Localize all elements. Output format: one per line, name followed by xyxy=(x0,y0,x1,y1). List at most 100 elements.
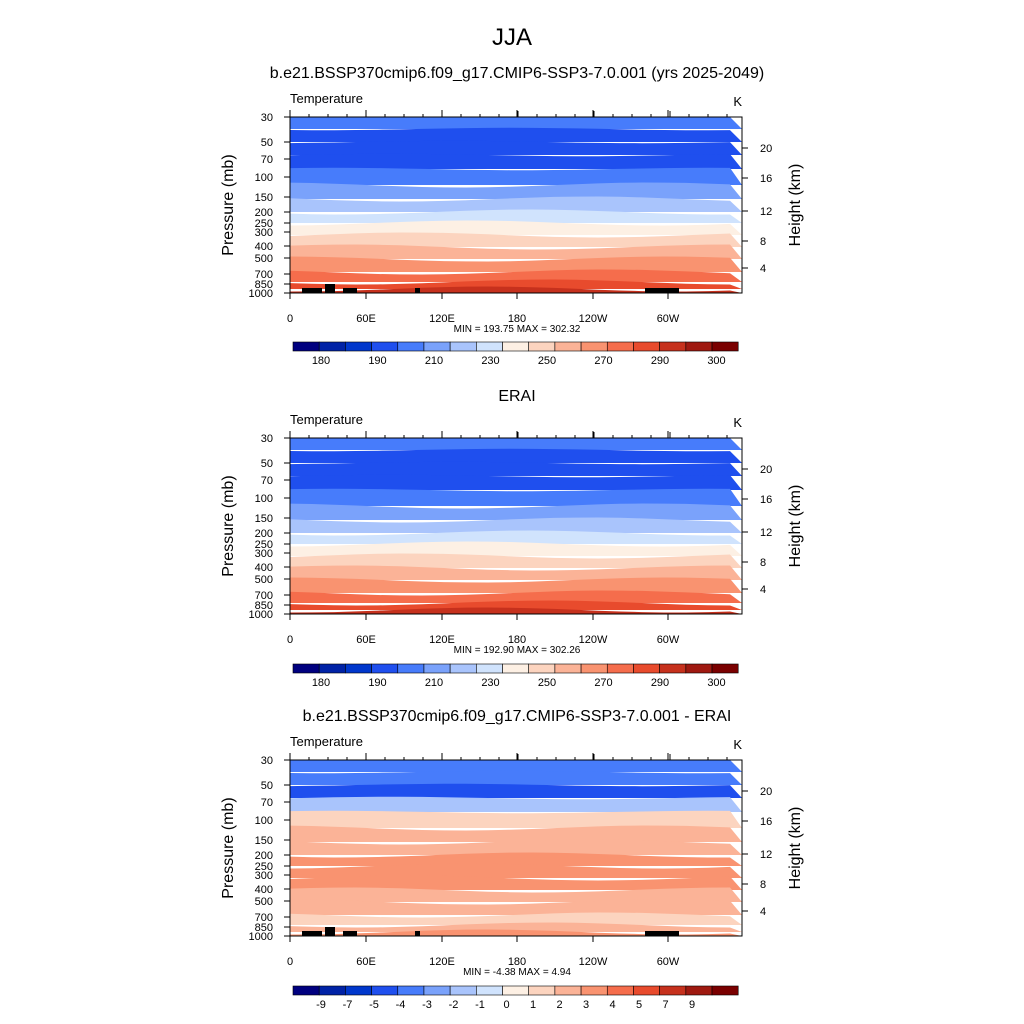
panel-title: b.e21.BSSP370cmip6.f09_g17.CMIP6-SSP3-7.… xyxy=(303,708,732,725)
pressure-tick-label: 70 xyxy=(261,797,273,809)
height-tick-label: 12 xyxy=(760,849,772,861)
contour-band xyxy=(290,488,742,506)
contour-band xyxy=(290,127,742,142)
contour-band xyxy=(290,153,742,169)
contour-band xyxy=(290,461,742,476)
contour-band xyxy=(290,922,742,932)
min-max-stats: MIN = 193.75 MAX = 302.32 xyxy=(454,324,581,335)
contour-band xyxy=(290,503,742,520)
legend-swatch xyxy=(449,663,477,674)
legend-swatch xyxy=(476,663,503,674)
contour-band xyxy=(290,887,742,902)
pressure-tick-label: 1000 xyxy=(249,609,273,621)
y-axis-label: Pressure (mb) xyxy=(220,475,237,576)
contour-band xyxy=(290,530,742,544)
legend-swatch xyxy=(633,663,660,674)
contour-band xyxy=(290,438,742,450)
legend-tick-label: 180 xyxy=(312,355,330,367)
legend-swatch xyxy=(292,985,320,996)
legend-tick-label: 230 xyxy=(481,677,499,689)
lon-tick-label: 0 xyxy=(287,634,293,646)
pressure-tick-label: 700 xyxy=(255,912,273,924)
units-label: K xyxy=(733,415,742,430)
legend-tick-label: 3 xyxy=(583,999,589,1011)
legend-tick-label: -1 xyxy=(475,999,485,1011)
lon-tick-label: 120E xyxy=(429,313,455,325)
contour-band xyxy=(290,810,742,828)
legend-swatch xyxy=(554,663,582,674)
terrain xyxy=(415,288,420,293)
legend-swatch xyxy=(711,663,739,674)
legend-tick-label: 4 xyxy=(609,999,615,1011)
contour-band xyxy=(290,286,742,293)
contour-band xyxy=(290,852,742,866)
height-tick-label: 16 xyxy=(760,494,772,506)
contour-band xyxy=(290,875,742,890)
contour-band xyxy=(290,839,742,855)
min-max-stats: MIN = 192.90 MAX = 302.26 xyxy=(454,645,581,656)
pressure-tick-label: 150 xyxy=(255,513,273,525)
legend-swatch xyxy=(292,341,320,352)
left-string: Temperature xyxy=(290,412,363,427)
pressure-tick-label: 200 xyxy=(255,207,273,219)
contour-band xyxy=(290,600,742,610)
legend-swatch xyxy=(580,341,608,352)
figure-title: JJA xyxy=(492,24,532,51)
terrain xyxy=(302,931,322,936)
pressure-tick-label: 300 xyxy=(255,870,273,882)
contour-band xyxy=(290,770,742,785)
pressure-tick-label: 850 xyxy=(255,279,273,291)
pressure-tick-label: 250 xyxy=(255,539,273,551)
legend-tick-label: 210 xyxy=(425,355,443,367)
legend-tick-label: 300 xyxy=(707,355,725,367)
legend-tick-label: 270 xyxy=(594,355,612,367)
lon-tick-label: 60E xyxy=(356,634,376,646)
legend-swatch xyxy=(633,341,660,352)
legend-swatch xyxy=(423,663,451,674)
contour-band xyxy=(290,783,742,798)
panel-model: b.e21.BSSP370cmip6.f09_g17.CMIP6-SSP3-7.… xyxy=(220,65,804,367)
legend-tick-label: 7 xyxy=(662,999,668,1011)
y-axis-label: Pressure (mb) xyxy=(220,797,237,898)
terrain xyxy=(325,927,335,936)
legend-swatch xyxy=(476,985,503,996)
height-tick-label: 8 xyxy=(760,236,766,248)
height-tick-label: 12 xyxy=(760,206,772,218)
panel-title: ERAI xyxy=(498,388,535,405)
contour-band xyxy=(290,541,742,556)
legend-swatch xyxy=(659,341,687,352)
legend-tick-label: 180 xyxy=(312,677,330,689)
legend-swatch xyxy=(528,663,556,674)
contour-band xyxy=(290,269,742,282)
contour-band xyxy=(290,899,742,915)
legend-tick-label: 290 xyxy=(651,677,669,689)
contour-band xyxy=(290,796,742,812)
pressure-tick-label: 500 xyxy=(255,253,273,265)
pressure-tick-label: 200 xyxy=(255,528,273,540)
min-max-stats: MIN = -4.38 MAX = 4.94 xyxy=(463,967,571,978)
terrain xyxy=(645,288,679,293)
y-axis-label-right: Height (km) xyxy=(787,807,804,890)
pressure-tick-label: 30 xyxy=(261,112,273,124)
legend-swatch xyxy=(318,663,346,674)
legend-tick-label: -7 xyxy=(343,999,353,1011)
height-tick-label: 4 xyxy=(760,263,766,275)
lon-tick-label: 120W xyxy=(579,634,608,646)
pressure-tick-label: 850 xyxy=(255,600,273,612)
legend-tick-label: -9 xyxy=(316,999,326,1011)
legend-swatch xyxy=(502,985,530,996)
panel-diff: b.e21.BSSP370cmip6.f09_g17.CMIP6-SSP3-7.… xyxy=(220,708,804,1011)
units-label: K xyxy=(733,737,742,752)
contour-band xyxy=(290,912,742,925)
pressure-tick-label: 400 xyxy=(255,562,273,574)
pressure-tick-label: 300 xyxy=(255,548,273,560)
legend-swatch xyxy=(659,663,687,674)
legend-swatch xyxy=(397,985,425,996)
legend-tick-label: 0 xyxy=(503,999,509,1011)
pressure-tick-label: 100 xyxy=(255,172,273,184)
contour-band xyxy=(290,167,742,185)
panel-title: b.e21.BSSP370cmip6.f09_g17.CMIP6-SSP3-7.… xyxy=(270,65,765,82)
contour-band xyxy=(290,474,742,490)
